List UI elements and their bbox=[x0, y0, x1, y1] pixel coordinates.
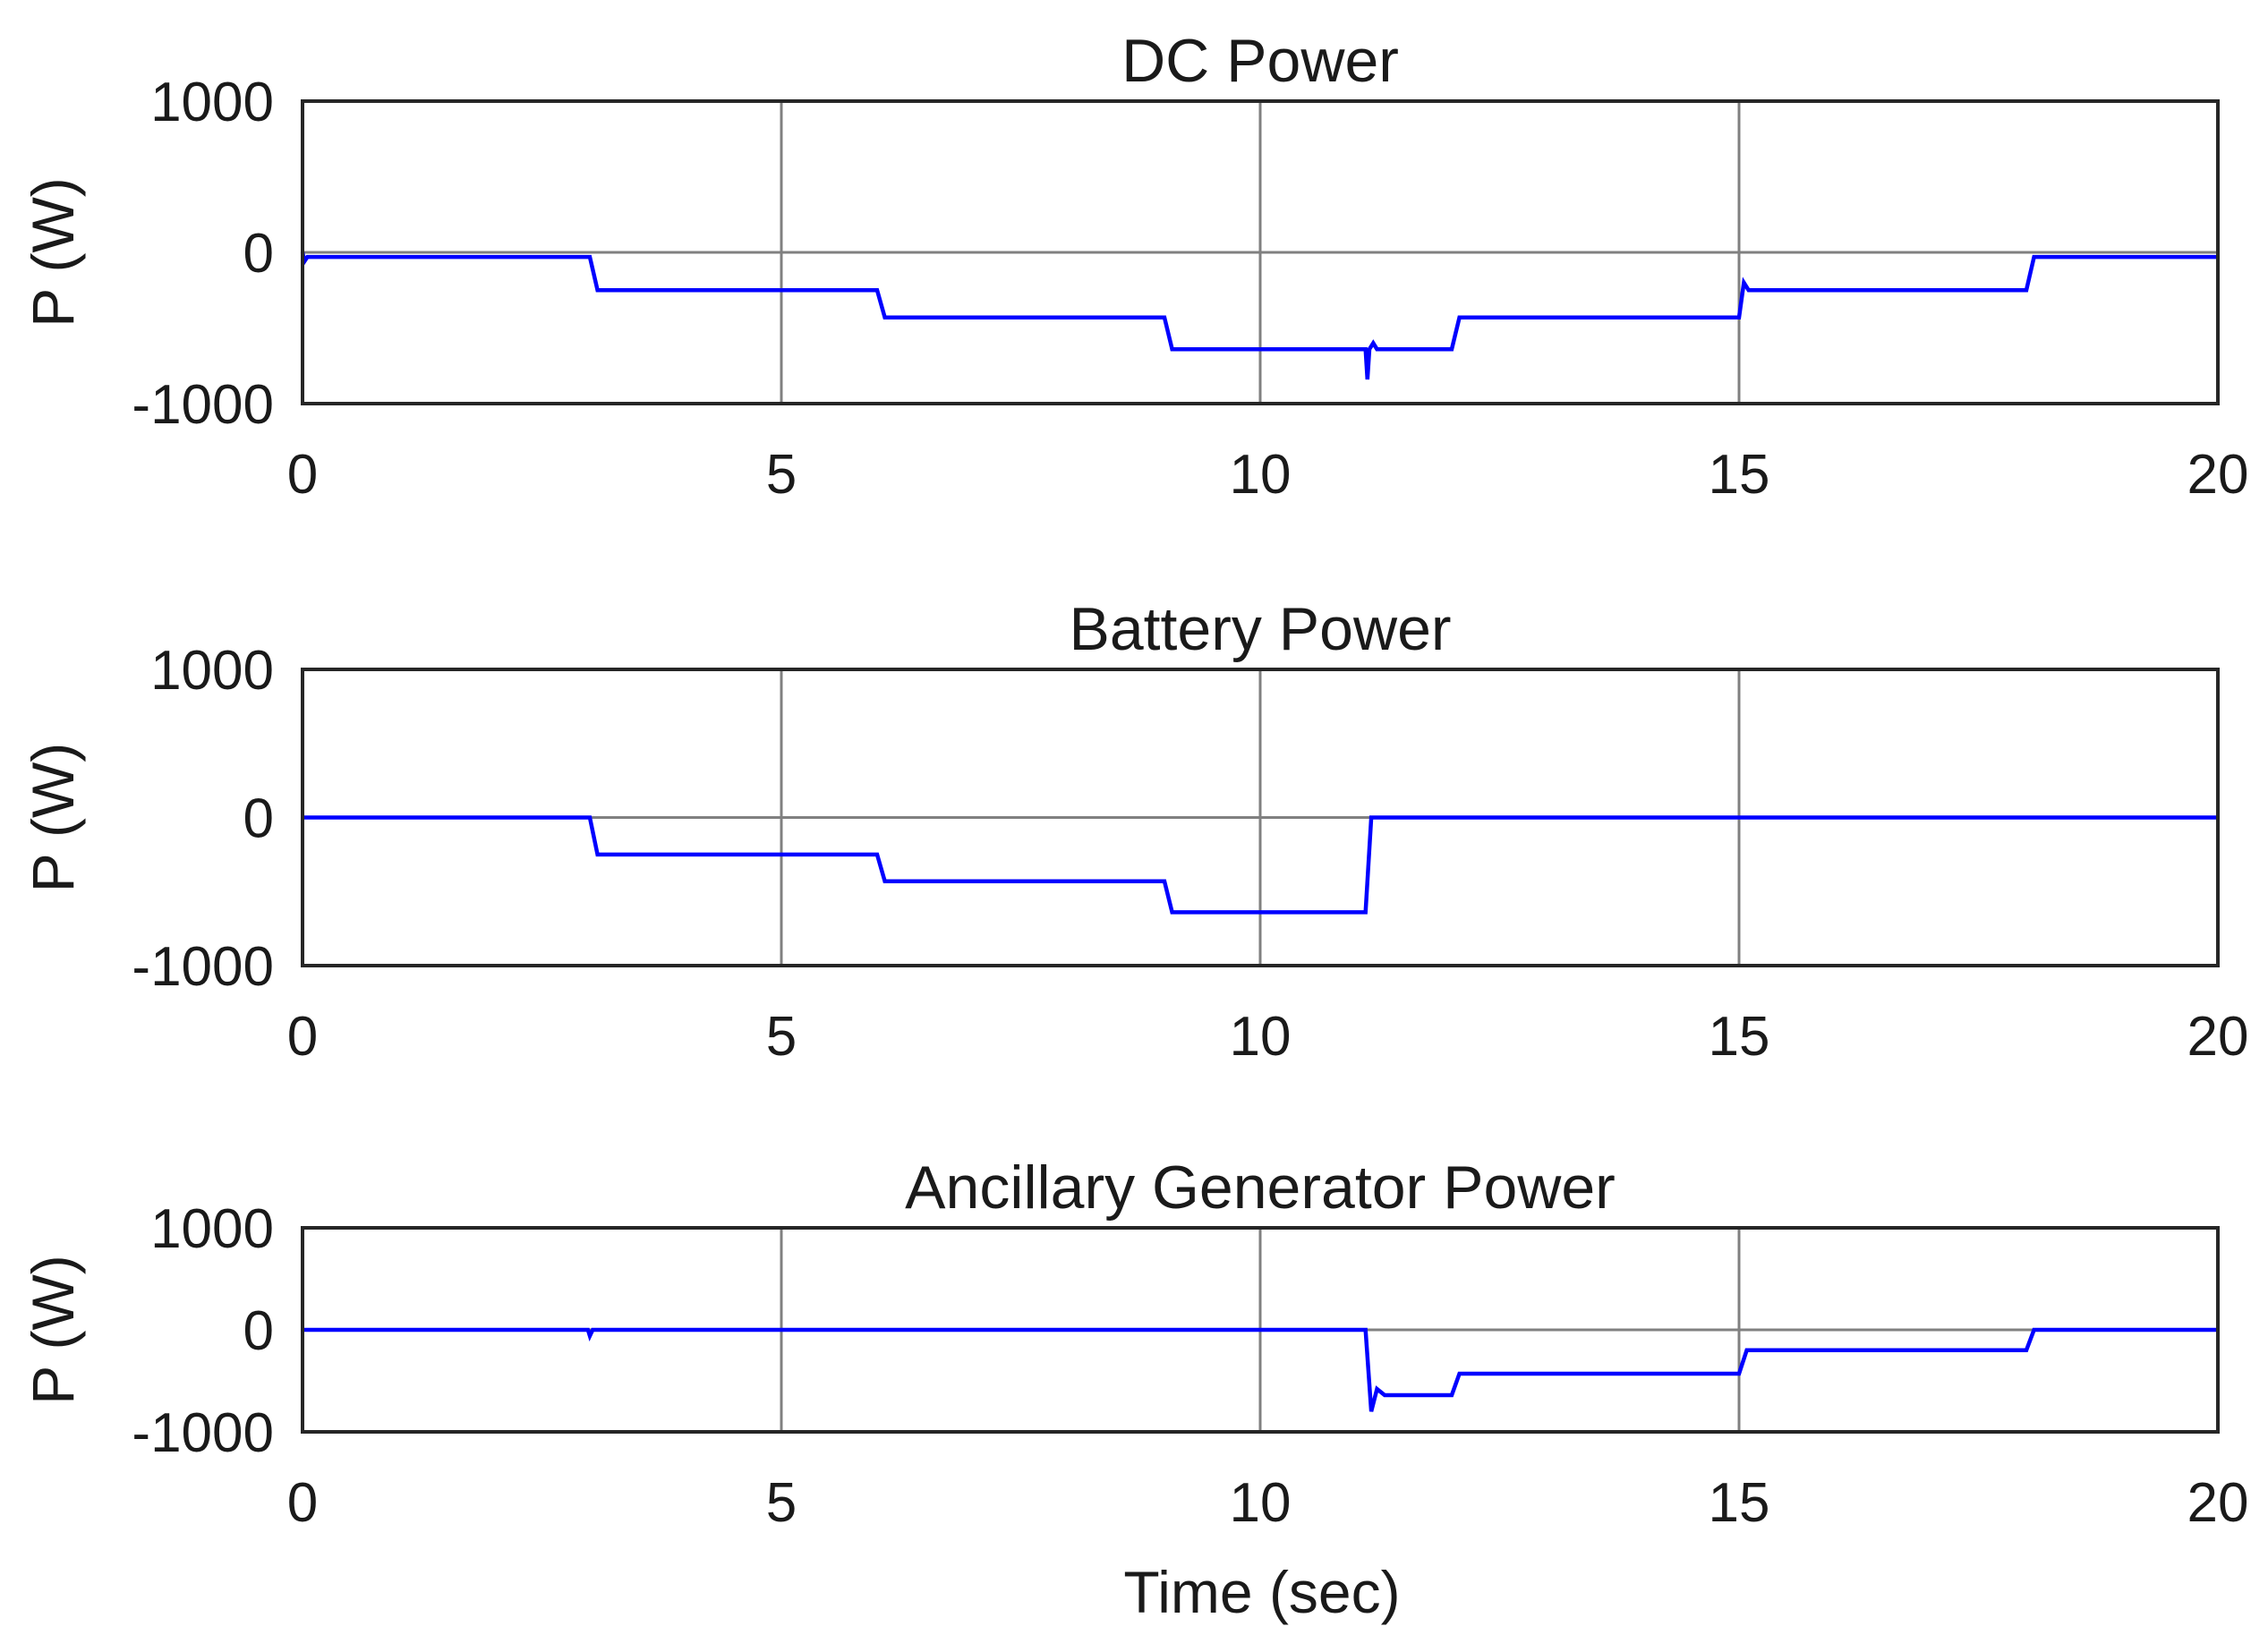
y-tick-label: 0 bbox=[243, 1300, 274, 1362]
x-tick-label: 10 bbox=[1230, 444, 1292, 506]
y-tick-label: -1000 bbox=[132, 374, 274, 436]
subplot-title: DC Power bbox=[1121, 27, 1399, 95]
x-tick-label: 5 bbox=[766, 1006, 797, 1068]
y-tick-label: 0 bbox=[243, 788, 274, 850]
x-tick-label: 15 bbox=[1709, 444, 1770, 506]
plot-frame bbox=[301, 1226, 2220, 1434]
x-tick-label: 20 bbox=[2187, 444, 2249, 506]
x-tick-label: 20 bbox=[2187, 1472, 2249, 1534]
x-tick-label: 5 bbox=[766, 444, 797, 506]
y-tick-label: -1000 bbox=[132, 936, 274, 998]
x-tick-label: 0 bbox=[287, 1006, 318, 1068]
x-tick-label: 15 bbox=[1709, 1006, 1770, 1068]
x-tick-label: 10 bbox=[1230, 1006, 1292, 1068]
x-axis-label: Time (sec) bbox=[1123, 1559, 1400, 1625]
x-tick-label: 5 bbox=[766, 1472, 797, 1534]
x-tick-label: 15 bbox=[1709, 1472, 1770, 1534]
y-axis-label: P (W) bbox=[20, 743, 86, 892]
x-tick-label: 0 bbox=[287, 444, 318, 506]
series-line bbox=[303, 1327, 2218, 1412]
y-axis-label: P (W) bbox=[20, 1255, 86, 1404]
y-tick-label: 1000 bbox=[150, 72, 274, 133]
subplot-title: Battery Power bbox=[1069, 595, 1451, 663]
x-tick-label: 10 bbox=[1230, 1472, 1292, 1534]
subplot-title: Ancillary Generator Power bbox=[905, 1154, 1616, 1222]
x-tick-label: 20 bbox=[2187, 1006, 2249, 1068]
plot-frame bbox=[301, 668, 2220, 967]
y-tick-label: 1000 bbox=[150, 1198, 274, 1260]
y-tick-label: 0 bbox=[243, 223, 274, 285]
series-line bbox=[303, 815, 2218, 915]
y-axis-label: P (W) bbox=[20, 177, 86, 327]
y-tick-label: 1000 bbox=[150, 640, 274, 702]
series-line bbox=[300, 251, 2218, 380]
x-tick-label: 0 bbox=[287, 1472, 318, 1534]
plot-frame bbox=[301, 99, 2220, 405]
y-tick-label: -1000 bbox=[132, 1402, 274, 1464]
